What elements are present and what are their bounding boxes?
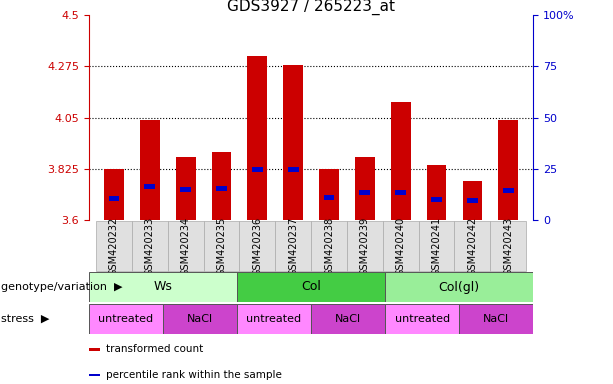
Bar [89,272,237,302]
Bar [385,304,459,334]
Bar [498,120,518,220]
Bar [503,188,514,193]
Text: GSM420238: GSM420238 [324,217,334,276]
Bar [140,120,159,220]
Text: GSM420237: GSM420237 [288,216,298,276]
Text: Col(gl): Col(gl) [439,280,480,293]
Text: Ws: Ws [153,280,172,293]
Bar [419,220,454,271]
Bar [359,190,370,195]
Bar [248,56,267,220]
Text: GSM420242: GSM420242 [467,216,478,276]
Bar [395,190,406,195]
Bar [311,220,347,271]
Bar [204,220,240,271]
Bar [237,304,311,334]
Text: GSM420234: GSM420234 [181,217,191,276]
Text: genotype/variation  ▶: genotype/variation ▶ [1,282,123,292]
Text: transformed count: transformed count [106,344,203,354]
Bar [431,197,442,202]
Bar [463,181,482,220]
Bar [347,220,383,271]
Bar [89,348,100,351]
Bar [237,272,385,302]
Bar [391,101,411,220]
Text: GSM420235: GSM420235 [216,216,226,276]
Text: untreated: untreated [395,314,450,324]
Text: NaCl: NaCl [483,314,509,324]
Text: GSM420232: GSM420232 [109,216,119,276]
Bar [283,65,303,220]
Text: untreated: untreated [98,314,153,324]
Bar [176,157,196,220]
Bar [324,195,335,200]
Bar [385,272,533,302]
Bar [252,167,263,172]
Text: GSM420241: GSM420241 [432,217,441,276]
Bar [211,152,231,220]
Bar [311,304,385,334]
Bar [287,167,299,172]
Text: percentile rank within the sample: percentile rank within the sample [106,370,281,380]
Bar [132,220,168,271]
Text: GSM420240: GSM420240 [396,217,406,276]
Bar [163,304,237,334]
Bar [168,220,204,271]
Bar [216,185,227,190]
Text: GSM420239: GSM420239 [360,217,370,276]
Text: GSM420243: GSM420243 [503,217,513,276]
Bar [89,374,100,376]
Text: Col: Col [301,280,321,293]
Bar [89,304,163,334]
Bar [109,196,120,201]
Text: stress  ▶: stress ▶ [1,314,50,324]
Bar [459,304,533,334]
Text: GSM420236: GSM420236 [253,217,262,276]
Text: GSM420233: GSM420233 [145,217,155,276]
Bar [145,184,155,189]
Bar [96,220,132,271]
Text: NaCl: NaCl [187,314,213,324]
Bar [104,169,124,220]
Text: NaCl: NaCl [335,314,361,324]
Text: untreated: untreated [246,314,302,324]
Bar [490,220,526,271]
Bar [275,220,311,271]
Bar [454,220,490,271]
Bar [383,220,419,271]
Bar [467,198,478,203]
Bar [240,220,275,271]
Bar [427,166,446,220]
Bar [355,157,375,220]
Bar [319,169,339,220]
Title: GDS3927 / 265223_at: GDS3927 / 265223_at [227,0,395,15]
Bar [180,187,191,192]
